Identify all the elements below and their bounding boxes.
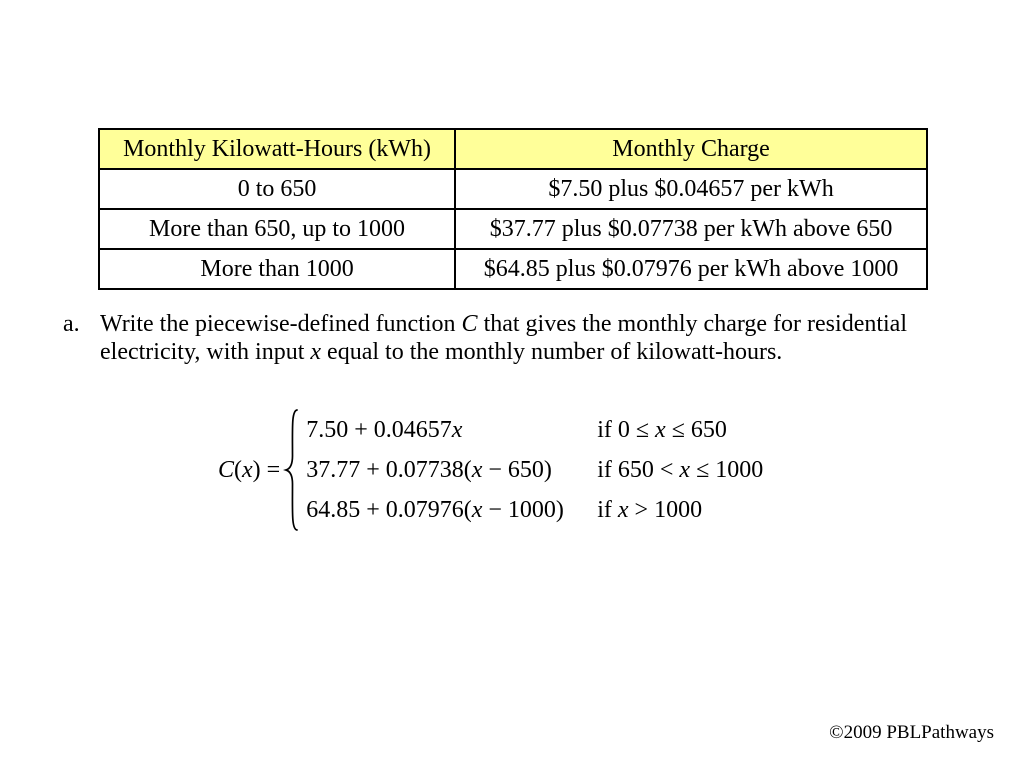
text-segment: if	[597, 496, 618, 523]
math-variable-C: C	[461, 311, 478, 337]
case-expression: 7.50 + 0.04657x	[306, 417, 597, 444]
question-label: a.	[63, 311, 80, 337]
math-variable-x: x	[471, 456, 483, 483]
case-condition: if 650 < x ≤ 1000	[597, 457, 763, 484]
question-item-a: a. Write the piecewise-defined function …	[63, 310, 907, 366]
math-variable-C: C	[218, 456, 235, 483]
table-cell-charge: $7.50 plus $0.04657 per kWh	[454, 168, 928, 210]
copyright-text: ©2009 PBLPathways	[829, 722, 994, 743]
text-segment: 64.85 + 0.07976(	[306, 496, 472, 523]
piecewise-function: C(x) = 7.50 + 0.04657x if 0 ≤ x ≤ 650 37…	[218, 408, 763, 532]
case-expression: 37.77 + 0.07738(x − 650)	[306, 457, 597, 484]
function-lhs: C(x) =	[218, 457, 280, 484]
case-condition: if x > 1000	[597, 497, 702, 524]
function-cases: 7.50 + 0.04657x if 0 ≤ x ≤ 650 37.77 + 0…	[306, 410, 763, 530]
table-row: More than 650, up to 1000 $37.77 plus $0…	[97, 208, 928, 250]
table-header-row: Monthly Kilowatt-Hours (kWh) Monthly Cha…	[97, 128, 928, 170]
rate-table: Monthly Kilowatt-Hours (kWh) Monthly Cha…	[97, 128, 928, 290]
text-segment: (	[234, 456, 243, 483]
text-segment: Write the piecewise-defined function	[100, 311, 462, 337]
text-segment: if 650 <	[597, 456, 680, 483]
table-cell-kwh-range: More than 1000	[97, 248, 457, 290]
table-cell-charge: $64.85 plus $0.07976 per kWh above 1000	[454, 248, 928, 290]
math-variable-x: x	[655, 416, 666, 443]
table-cell-kwh-range: More than 650, up to 1000	[97, 208, 457, 250]
case-row: 64.85 + 0.07976(x − 1000) if x > 1000	[306, 490, 763, 530]
table-row: 0 to 650 $7.50 plus $0.04657 per kWh	[97, 168, 928, 210]
text-segment: 7.50 + 0.04657	[306, 416, 452, 443]
column-header-charge: Monthly Charge	[454, 128, 928, 170]
table-row: More than 1000 $64.85 plus $0.07976 per …	[97, 248, 928, 290]
math-variable-x: x	[242, 456, 253, 483]
text-segment: that gives the monthly charge for reside…	[477, 311, 907, 337]
math-variable-x: x	[451, 416, 463, 443]
text-segment: if 0 ≤	[597, 416, 656, 443]
text-segment: ) =	[252, 456, 281, 483]
math-variable-x: x	[310, 339, 322, 365]
table-cell-charge: $37.77 plus $0.07738 per kWh above 650	[454, 208, 928, 250]
text-segment: electricity, with input	[100, 339, 311, 365]
text-segment: − 1000)	[482, 496, 564, 523]
left-curly-brace	[283, 409, 299, 531]
text-segment: ≤ 650	[665, 416, 727, 443]
case-row: 7.50 + 0.04657x if 0 ≤ x ≤ 650	[306, 410, 763, 450]
math-variable-x: x	[471, 496, 483, 523]
math-variable-x: x	[679, 456, 691, 483]
text-segment: ≤ 1000	[690, 456, 764, 483]
text-segment: > 1000	[628, 496, 703, 523]
case-row: 37.77 + 0.07738(x − 650) if 650 < x ≤ 10…	[306, 450, 763, 490]
case-expression: 64.85 + 0.07976(x − 1000)	[306, 497, 597, 524]
table-cell-kwh-range: 0 to 650	[97, 168, 457, 210]
text-segment: 37.77 + 0.07738(	[306, 456, 472, 483]
text-segment: equal to the monthly number of kilowatt-…	[321, 339, 783, 365]
question-line-1: Write the piecewise-defined function C t…	[100, 310, 907, 338]
column-header-kwh: Monthly Kilowatt-Hours (kWh)	[97, 128, 457, 170]
text-segment: − 650)	[482, 456, 552, 483]
question-line-2: electricity, with input x equal to the m…	[100, 338, 907, 366]
question-text: Write the piecewise-defined function C t…	[100, 310, 907, 366]
case-condition: if 0 ≤ x ≤ 650	[597, 417, 727, 444]
math-variable-x: x	[617, 496, 629, 523]
